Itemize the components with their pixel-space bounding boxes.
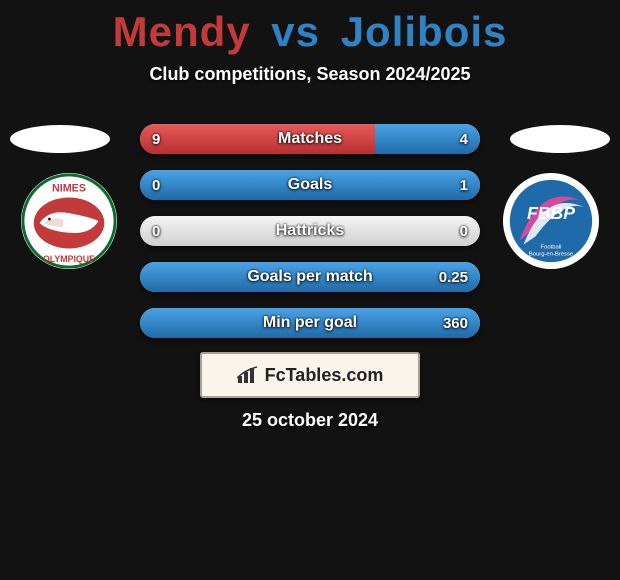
stat-bar-row: 360Min per goal <box>140 308 480 338</box>
bar-value-right: 0.25 <box>439 262 468 292</box>
stat-bar-row: 0.25Goals per match <box>140 262 480 292</box>
fbbp-badge-icon: FBBP Football Bourg-en-Bresse <box>502 172 600 270</box>
bar-value-right: 360 <box>443 308 468 338</box>
bar-fill-right <box>140 262 480 292</box>
bar-track <box>140 216 480 246</box>
bar-fill-right <box>140 308 480 338</box>
bar-value-right: 4 <box>460 124 468 154</box>
vs-text: vs <box>271 8 320 55</box>
player1-name: Mendy <box>113 8 251 55</box>
shadow-ellipse-left <box>10 125 110 153</box>
bar-fill-right <box>140 170 480 200</box>
bar-value-left: 9 <box>152 124 160 154</box>
subtitle: Club competitions, Season 2024/2025 <box>0 64 620 85</box>
svg-text:Football: Football <box>541 244 562 250</box>
club-badge-right: FBBP Football Bourg-en-Bresse <box>502 172 600 270</box>
date-text: 25 october 2024 <box>0 410 620 431</box>
comparison-title: Mendy vs Jolibois <box>0 0 620 56</box>
svg-text:FBBP: FBBP <box>527 203 575 223</box>
bar-value-left: 0 <box>152 170 160 200</box>
club-badge-left: NIMES OLYMPIQUE <box>20 172 118 270</box>
bar-chart-icon <box>237 366 259 384</box>
fctables-label: FcTables.com <box>265 365 384 386</box>
svg-text:Bourg-en-Bresse: Bourg-en-Bresse <box>529 251 573 257</box>
fctables-logo: FcTables.com <box>200 352 420 398</box>
shadow-ellipse-right <box>510 125 610 153</box>
bar-value-right: 0 <box>460 216 468 246</box>
stat-bar-row: 01Goals <box>140 170 480 200</box>
svg-text:NIMES: NIMES <box>52 183 86 195</box>
bar-value-right: 1 <box>460 170 468 200</box>
stat-bar-row: 94Matches <box>140 124 480 154</box>
bar-value-left: 0 <box>152 216 160 246</box>
bar-fill-left <box>140 124 375 154</box>
svg-text:OLYMPIQUE: OLYMPIQUE <box>43 254 95 264</box>
player2-name: Jolibois <box>341 8 508 55</box>
stats-bars: 94Matches01Goals00Hattricks0.25Goals per… <box>140 124 480 354</box>
nimes-badge-icon: NIMES OLYMPIQUE <box>20 172 118 270</box>
stat-bar-row: 00Hattricks <box>140 216 480 246</box>
